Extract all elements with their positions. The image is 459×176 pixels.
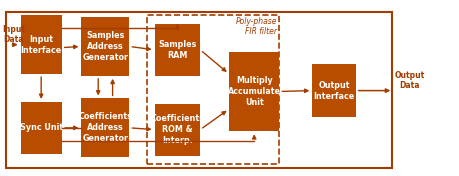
- Bar: [81, 98, 129, 157]
- Text: Samples
Address
Generator: Samples Address Generator: [82, 31, 128, 62]
- Bar: [21, 102, 62, 154]
- Text: Input
Interface: Input Interface: [21, 35, 62, 55]
- Text: Samples
RAM: Samples RAM: [158, 40, 196, 60]
- Bar: [154, 104, 200, 156]
- Text: Output
Interface: Output Interface: [313, 81, 354, 101]
- Text: Coefficients
ROM &
Interp.: Coefficients ROM & Interp.: [150, 114, 204, 145]
- Text: Output
Data: Output Data: [394, 71, 424, 90]
- Text: Poly-phase
FIR filter: Poly-phase FIR filter: [235, 17, 276, 36]
- Bar: [21, 15, 62, 74]
- Bar: [6, 12, 392, 168]
- Text: Coefficients
Address
Generator: Coefficients Address Generator: [78, 112, 132, 143]
- Text: Input
Data: Input Data: [2, 25, 25, 44]
- Bar: [229, 52, 279, 131]
- Text: Multiply
Accumulate
Unit: Multiply Accumulate Unit: [227, 76, 280, 107]
- Text: Sync Unit: Sync Unit: [20, 123, 62, 132]
- Bar: [312, 64, 355, 117]
- Bar: [81, 17, 129, 76]
- Bar: [146, 15, 279, 164]
- Bar: [154, 24, 200, 76]
